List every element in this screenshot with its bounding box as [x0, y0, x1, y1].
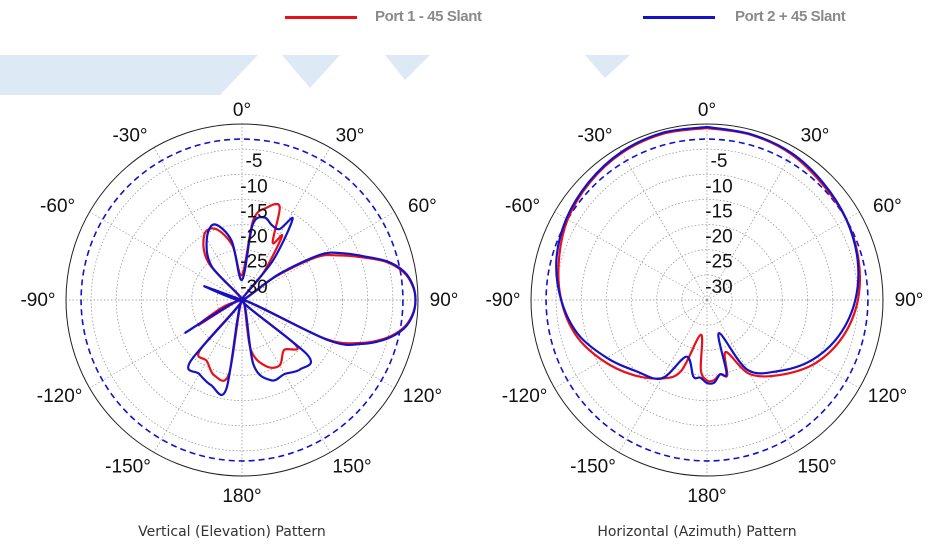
legend-swatch-port2: [643, 16, 715, 19]
angular-grid-line: [554, 211, 708, 301]
radial-tick-label: -30: [240, 277, 267, 298]
angular-grid-line: [706, 299, 796, 453]
angle-tick-label: -90°: [20, 290, 55, 311]
radial-tick-label: -25: [240, 252, 267, 273]
angle-tick-label: 60°: [873, 196, 902, 217]
angle-tick-label: -60°: [505, 196, 540, 217]
radial-grid-circle: [166, 224, 318, 376]
angle-tick-label: -120°: [502, 386, 548, 407]
legend-label-port2: Port 2 + 45 Slant: [735, 8, 846, 25]
reference-circle: [545, 138, 869, 462]
angle-tick-label: -120°: [37, 386, 83, 407]
legend-label-port1: Port 1 - 45 Slant: [375, 8, 482, 25]
angle-tick-label: -30°: [577, 126, 612, 147]
angle-tick-label: 0°: [698, 100, 716, 121]
radial-tick-label: -15: [705, 201, 732, 222]
watermark-shape: [0, 55, 258, 95]
angular-grid-line: [153, 299, 243, 453]
radial-grid-circle: [631, 224, 783, 376]
outer-ring: [530, 123, 884, 477]
radial-grid-circle: [141, 199, 343, 401]
angular-grid-line: [554, 299, 708, 389]
angular-grid-line: [706, 147, 796, 301]
angle-tick-label: 150°: [797, 456, 836, 477]
radial-tick-label: -30: [705, 277, 732, 298]
reference-circle: [80, 138, 404, 462]
radial-tick-label: -15: [240, 201, 267, 222]
angle-tick-label: 0°: [233, 100, 251, 121]
angular-grid-line: [89, 211, 243, 301]
angle-tick-label: -150°: [570, 456, 616, 477]
series-2-trace: [555, 125, 860, 385]
radial-tick-label: -20: [240, 227, 267, 248]
angle-tick-label: 150°: [332, 456, 371, 477]
radial-tick-label: -20: [705, 227, 732, 248]
radial-tick-label: -5: [246, 151, 263, 172]
angular-grid-line: [706, 299, 860, 389]
angle-tick-label: 60°: [408, 196, 437, 217]
angular-grid-line: [153, 147, 243, 301]
angular-grid-line: [241, 299, 395, 389]
angle-tick-label: 90°: [895, 290, 924, 311]
azimuth-polar-chart: -5 -10 -15 -20 -25 -30 0° 30° 60° 90° 120° 150° 180°…: [485, 100, 924, 507]
watermark-shape: [282, 55, 340, 88]
angle-tick-label: 90°: [430, 290, 459, 311]
radial-grid-circle: [606, 199, 808, 401]
angle-tick-label: 120°: [403, 386, 442, 407]
angle-tick-label: -60°: [40, 196, 75, 217]
angle-tick-label: 30°: [801, 126, 830, 147]
angle-tick-label: 180°: [222, 486, 261, 507]
radial-tick-label: -10: [705, 176, 732, 197]
angle-tick-label: -30°: [112, 126, 147, 147]
angle-tick-label: -90°: [485, 290, 520, 311]
outer-ring: [65, 123, 419, 477]
angular-grid-line: [241, 299, 331, 453]
radial-grid-circle: [115, 173, 369, 427]
elevation-caption: Vertical (Elevation) Pattern: [138, 524, 326, 540]
azimuth-caption: Horizontal (Azimuth) Pattern: [597, 524, 797, 540]
watermark-shape: [585, 55, 630, 78]
angular-grid-line: [618, 299, 708, 453]
angle-tick-label: -150°: [105, 456, 151, 477]
radial-tick-label: -10: [240, 176, 267, 197]
legend-swatch-port1: [285, 16, 357, 19]
angular-grid-line: [618, 147, 708, 301]
angle-tick-label: 180°: [687, 486, 726, 507]
watermark-shape: [385, 55, 430, 80]
angular-grid-line: [706, 211, 860, 301]
radial-tick-label: -25: [705, 252, 732, 273]
angle-tick-label: 30°: [336, 126, 365, 147]
angle-tick-label: 120°: [868, 386, 907, 407]
series-2-trace: [184, 216, 417, 396]
radial-grid-circle: [580, 173, 834, 427]
elevation-polar-chart: -5 -10 -15 -20 -25 -30 0° 30° 60° 90° 120° 150° 180°…: [20, 100, 459, 507]
radial-tick-label: -5: [711, 151, 728, 172]
legend: Port 1 - 45 Slant Port 2 + 45 Slant: [0, 0, 929, 40]
